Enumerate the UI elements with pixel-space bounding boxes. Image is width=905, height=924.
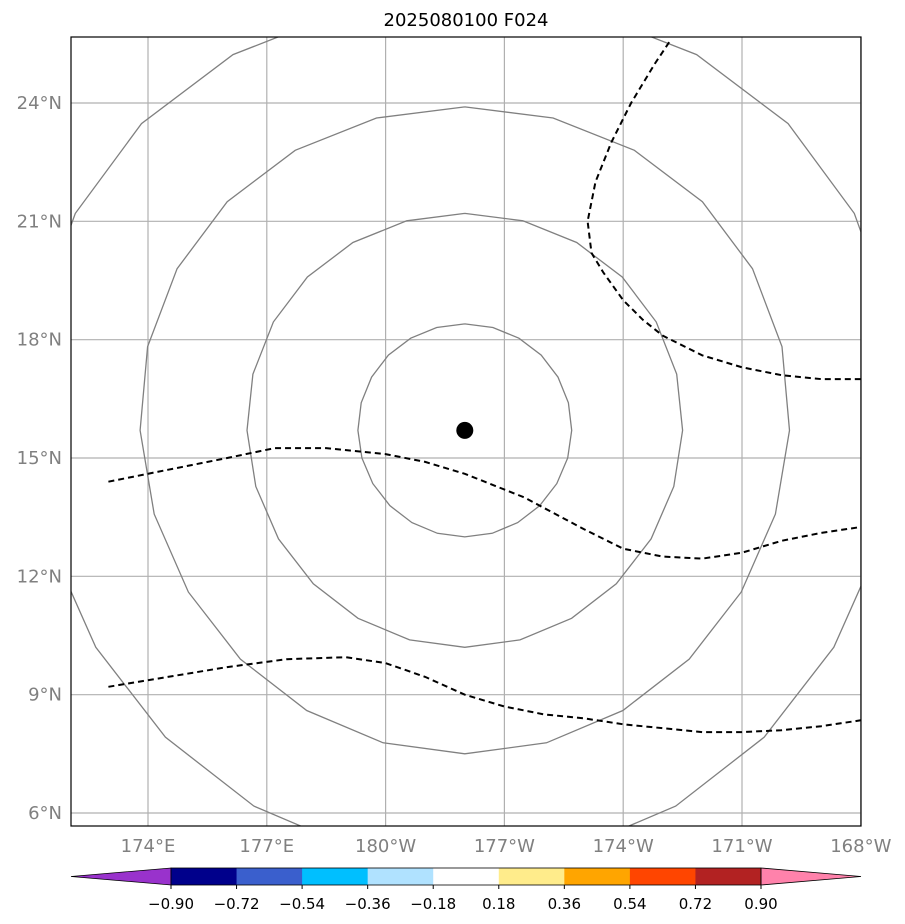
colorbar-segment (302, 868, 369, 885)
lon-tick-label: 174°W (593, 836, 654, 857)
dashed-contour (586, 39, 861, 381)
colorbar-tick-label: 0.72 (679, 895, 712, 913)
longitude-labels: 174°E 177°E 180°W 177°W 174°W 171°W 168°W (121, 836, 892, 857)
latitude-labels: 6°N 9°N 12°N 15°N 18°N 21°N 24°N (17, 93, 62, 824)
range-ring (246, 212, 684, 648)
lat-tick-label: 12°N (17, 566, 62, 587)
lat-tick-label: 9°N (28, 685, 62, 706)
storm-center-marker (456, 421, 474, 439)
colorbar-segment (564, 868, 631, 885)
colorbar-tick-label: 0.54 (613, 895, 646, 913)
range-ring (357, 323, 573, 538)
range-rings (71, 37, 861, 826)
colorbar-segment (171, 868, 238, 885)
colorbar-tick-label: 0.36 (548, 895, 581, 913)
colorbar-segment (367, 868, 434, 885)
colorbar-segment (236, 868, 303, 885)
lat-tick-label: 24°N (17, 93, 62, 114)
lon-tick-label: 177°E (239, 836, 294, 857)
lon-tick-label: 171°W (711, 836, 772, 857)
lon-tick-label: 174°E (121, 836, 176, 857)
colorbar-tick-label: −0.90 (148, 895, 194, 913)
colorbar-tick-label: −0.36 (345, 895, 391, 913)
colorbar-extend-min (70, 867, 172, 886)
lat-tick-label: 15°N (17, 448, 62, 469)
map-frame (70, 36, 862, 827)
lon-tick-label: 177°W (474, 836, 535, 857)
colorbar-labels: −0.90 −0.72 −0.54 −0.36 −0.18 0.18 0.36 0.54 0.7… (148, 885, 778, 913)
colorbar-segment (629, 868, 696, 885)
range-ring (139, 106, 791, 755)
lat-tick-label: 21°N (17, 211, 62, 232)
colorbar-tick-label: −0.54 (279, 895, 325, 913)
colorbar (70, 867, 862, 886)
range-ring (71, 37, 861, 826)
colorbar-extend-max (760, 867, 862, 886)
colorbar-frame (170, 867, 762, 886)
lat-tick-label: 18°N (17, 330, 62, 351)
lon-tick-label: 180°W (355, 836, 416, 857)
colorbar-tick-label: 0.90 (744, 895, 777, 913)
dashed-contour (108, 447, 861, 560)
colorbar-tick-label: 0.18 (482, 895, 515, 913)
map-title: 2025080100 F024 (384, 10, 549, 31)
lat-tick-label: 6°N (28, 803, 62, 824)
colorbar-segment (433, 868, 500, 885)
dashed-contours (108, 39, 861, 734)
colorbar-segment (498, 868, 565, 885)
dashed-contour (108, 656, 861, 734)
colorbar-tick-label: −0.72 (214, 895, 260, 913)
map-plot-area (71, 37, 861, 826)
lon-tick-label: 168°W (830, 836, 891, 857)
colorbar-tick-label: −0.18 (410, 895, 456, 913)
colorbar-segment (695, 868, 762, 885)
